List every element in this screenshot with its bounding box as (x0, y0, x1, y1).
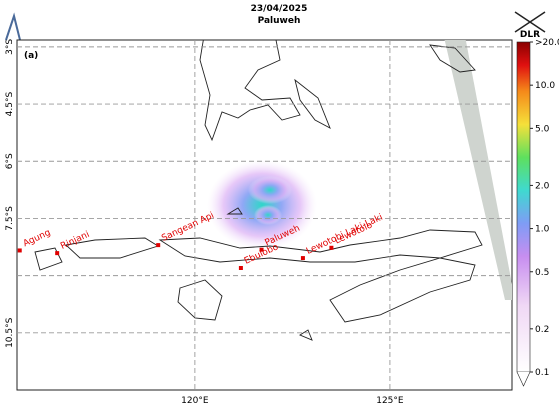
volcano-marker (238, 265, 243, 270)
coastlines (34, 40, 483, 341)
volcano-title: Paluweh (258, 16, 301, 26)
colorbar (516, 41, 531, 373)
colorbar-tick-label: >20.0 (535, 38, 559, 48)
colorbar-tick-label: 10.0 (535, 81, 555, 91)
x-tick-label: 120°E (181, 396, 209, 406)
volcano-marker (259, 247, 264, 252)
logo: DLR (520, 30, 540, 40)
volcano-marker (329, 245, 334, 250)
colorbar-extend (516, 371, 531, 387)
so2-plume (207, 160, 317, 250)
volcano-marker (300, 256, 305, 261)
map-body (34, 40, 512, 341)
y-tick-label: 4.5°S (5, 92, 15, 117)
colorbar-tick-label: 2.0 (535, 181, 550, 191)
volcano-marker (55, 251, 60, 256)
date: 23/04/2025 (251, 4, 308, 14)
y-tick-label: 10.5°S (5, 317, 15, 348)
colorbar-tick-label: 0.2 (535, 325, 549, 335)
panel-label: (a) (24, 51, 38, 61)
colorbar-tick-label: 5.0 (535, 124, 550, 134)
y-tick-label: 7.5°S (5, 206, 15, 231)
x-tick-label: 125°E (376, 396, 404, 406)
logo-left (5, 12, 21, 41)
swath-edge (444, 40, 512, 300)
logo-icon (514, 11, 546, 33)
y-tick-label: 3°S (5, 39, 15, 55)
colorbar-tick-label: 1.0 (535, 225, 550, 235)
y-tick-label: 6°S (5, 153, 15, 169)
colorbar-tick-label: 0.1 (535, 368, 549, 378)
volcano-marker (156, 243, 161, 248)
colorbar-tick-label: 0.5 (535, 268, 549, 278)
volcano-marker (17, 248, 22, 253)
